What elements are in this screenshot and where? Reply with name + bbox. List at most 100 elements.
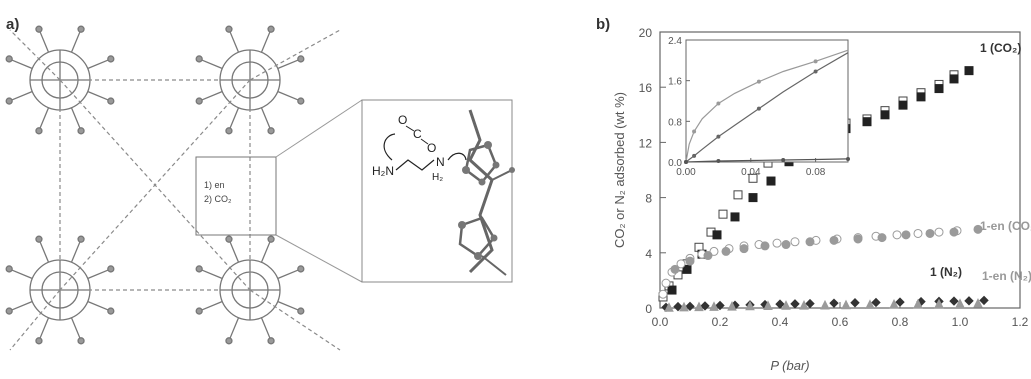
y-tick-label: 16 xyxy=(639,81,653,95)
framework-structure-figure: 1) en 2) CO₂ O C O H₂N N H₂ xyxy=(0,0,520,374)
step-2-label: 2) CO₂ xyxy=(204,194,232,204)
inset-plot: 0.0 0.8 1.6 2.4 0.00 0.04 0.08 xyxy=(668,36,850,178)
data-point xyxy=(895,297,905,307)
data-point xyxy=(964,66,974,76)
inset-x-tick-label: 0.08 xyxy=(806,167,826,178)
data-point xyxy=(934,84,944,94)
x-tick-label: 0.2 xyxy=(712,315,729,329)
zoom-detail-atoms xyxy=(458,141,515,260)
series-5 xyxy=(664,298,983,312)
data-point xyxy=(721,246,731,256)
inset-data-point xyxy=(781,157,786,162)
data-point xyxy=(934,227,944,237)
y-tick-label: 0 xyxy=(645,302,652,316)
co2-o2: O xyxy=(427,141,436,155)
data-point xyxy=(973,224,983,234)
data-point xyxy=(718,209,728,219)
data-point xyxy=(892,230,902,240)
data-point xyxy=(763,300,773,311)
inset-data-point xyxy=(692,153,697,158)
data-point xyxy=(685,256,695,266)
inset-x-tick-label: 0.00 xyxy=(676,167,696,178)
data-point xyxy=(775,299,785,309)
step-1-label: 1) en xyxy=(204,180,225,190)
data-point xyxy=(703,251,713,261)
inset-data-point xyxy=(716,134,721,139)
inset-x-tick-label: 0.04 xyxy=(741,167,761,178)
nucleophilic-arrow-1 xyxy=(383,133,396,161)
zoom-source-box xyxy=(195,156,277,236)
annotation-1-n2: 1 (N₂) xyxy=(930,265,962,279)
zoom-connector-top xyxy=(275,99,363,158)
amine-right-h: H₂ xyxy=(432,172,443,183)
inset-data-point xyxy=(716,158,721,163)
main-axes: 0 4 8 12 16 20 0.0 0.2 0.4 0.6 0.8 1.0 1.2 xyxy=(639,26,1029,329)
data-point xyxy=(715,300,725,311)
data-point xyxy=(709,301,719,311)
y-tick-label: 8 xyxy=(645,192,652,206)
data-point xyxy=(694,301,704,312)
data-point xyxy=(781,240,791,250)
data-point xyxy=(805,298,815,309)
data-point xyxy=(829,298,839,308)
inset-series-line-1 xyxy=(685,49,849,163)
data-point xyxy=(658,289,668,299)
data-point xyxy=(949,296,959,306)
y-tick-label: 20 xyxy=(639,26,653,40)
data-point xyxy=(913,298,923,309)
y-tick-label: 12 xyxy=(639,136,653,150)
inset-data-point xyxy=(846,156,850,161)
data-point xyxy=(709,246,719,256)
inset-series-line-0 xyxy=(685,52,849,163)
data-point xyxy=(829,235,839,245)
data-point xyxy=(745,300,755,311)
annotation-1en-co2: 1-en (CO₂) xyxy=(980,219,1031,233)
data-point xyxy=(790,237,800,247)
data-point xyxy=(979,295,989,306)
inset-y-tick-label: 0.0 xyxy=(668,158,682,169)
data-point xyxy=(760,241,770,251)
data-point xyxy=(664,302,674,312)
inset-y-tick-label: 0.8 xyxy=(668,117,682,128)
data-point xyxy=(781,300,791,310)
main-data-points xyxy=(658,66,989,313)
annotation-1en-n2: 1-en (N₂) xyxy=(982,269,1031,283)
inset-series-line-2 xyxy=(685,158,849,163)
data-point xyxy=(739,244,749,254)
data-point xyxy=(673,301,683,312)
data-point xyxy=(898,100,908,110)
inset-data-point xyxy=(813,69,818,74)
data-point xyxy=(925,228,935,238)
data-point xyxy=(913,228,923,238)
x-tick-label: 1.0 xyxy=(952,315,969,329)
data-point xyxy=(955,298,965,308)
x-tick-label: 1.2 xyxy=(1012,315,1029,329)
data-point xyxy=(949,227,959,237)
data-point xyxy=(862,117,872,127)
x-tick-label: 0.6 xyxy=(832,315,849,329)
inset-data-point xyxy=(813,59,818,64)
data-point xyxy=(865,299,875,309)
inset-data-point xyxy=(692,129,697,134)
data-point xyxy=(934,298,944,309)
data-point xyxy=(901,230,911,240)
data-point xyxy=(850,298,860,308)
data-point xyxy=(877,233,887,243)
data-point xyxy=(667,285,677,295)
data-point xyxy=(676,259,686,269)
data-point xyxy=(685,301,695,312)
inset-border xyxy=(685,39,849,163)
y-axis-label: CO₂ or N₂ adsorbed (wt %) xyxy=(612,92,627,248)
annotation-1-co2: 1 (CO₂) xyxy=(980,41,1021,55)
data-point xyxy=(949,74,959,84)
data-point xyxy=(661,278,671,288)
data-point xyxy=(916,92,926,102)
data-point xyxy=(820,299,830,310)
data-point xyxy=(700,301,710,311)
x-axis-label: P (bar) xyxy=(770,358,809,373)
data-point xyxy=(670,264,680,274)
data-point xyxy=(727,300,737,311)
data-point xyxy=(841,299,851,310)
data-point xyxy=(889,299,899,309)
amine-left-label: H₂N xyxy=(372,164,394,178)
